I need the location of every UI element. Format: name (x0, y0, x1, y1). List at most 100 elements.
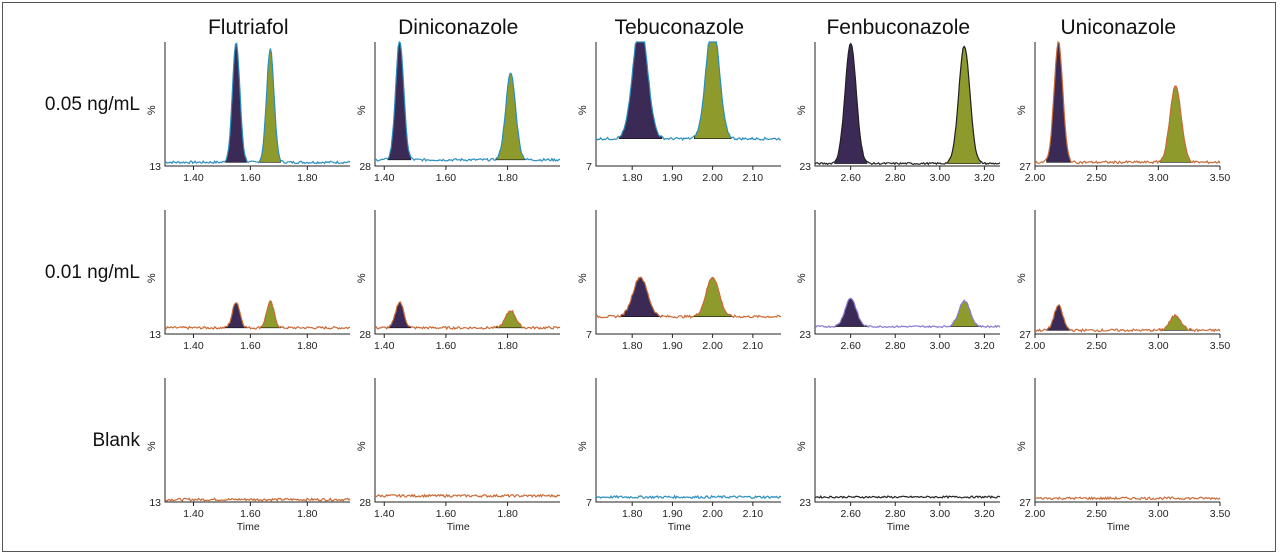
x-axis-label: Time (237, 521, 260, 533)
panel-2-1: % 7 1.80 1.90 2.00 2.10 (577, 210, 782, 352)
panel-0-1: % 13 1.40 1.60 1.80 (146, 210, 351, 352)
y-axis-label: % (1016, 273, 1028, 283)
trace-line (1035, 496, 1221, 501)
x-tick-label: 1.80 (297, 340, 318, 352)
panel-4-2: % 272.00 2.50 3.00 3.50 Time (1016, 378, 1230, 533)
x-tick-label: 2.60 (840, 508, 861, 520)
axis-lines (814, 378, 1000, 503)
x-tick-label: 1.40 (183, 508, 204, 520)
axis-lines (1034, 378, 1220, 503)
x-tick-label: 1.60 (240, 340, 261, 352)
trace-line (814, 42, 1001, 166)
x-tick-label: 1.80 (622, 172, 643, 184)
x-tick-label: 1.40 (183, 340, 204, 352)
axis-lines (374, 210, 560, 335)
x-axis-label: Time (1107, 521, 1130, 533)
y-min-label: 28 (359, 329, 371, 341)
column-title-0: Flutriafol (208, 16, 289, 39)
y-axis-label: % (356, 105, 368, 115)
axis-lines (595, 210, 781, 335)
y-min-label: 7 (586, 161, 592, 173)
x-axis-label: Time (668, 521, 691, 533)
trace-line (595, 41, 781, 142)
x-tick-label: 2.00 (702, 340, 723, 352)
x-tick-label: 1.60 (436, 172, 457, 184)
x-tick-label: 1.60 (436, 340, 457, 352)
x-tick-label: 2.00 (702, 172, 723, 184)
trace-line (164, 497, 351, 502)
trace-line (814, 494, 1001, 499)
x-tick-label: 1.90 (662, 340, 683, 352)
x-tick-label: 1.40 (183, 172, 204, 184)
x-tick-label: 1.80 (497, 508, 518, 520)
column-title-2: Tebuconazole (614, 16, 744, 39)
trace-line (1034, 40, 1221, 165)
column-title-4: Uniconazole (1060, 16, 1176, 39)
trace-line (374, 40, 561, 162)
y-min-label: 13 (149, 161, 161, 173)
x-tick-label: 2.00 (1025, 172, 1046, 184)
x-tick-label: 3.00 (930, 508, 951, 520)
y-axis-label: % (796, 441, 808, 451)
y-axis-label: % (356, 441, 368, 451)
panel-4-0: % 272.00 2.50 3.00 3.50 (1016, 40, 1230, 184)
axis-lines (164, 378, 350, 503)
x-tick-label: 3.00 (1148, 340, 1169, 352)
x-tick-label: 2.60 (840, 172, 861, 184)
axis-lines (164, 210, 350, 335)
y-min-label: 28 (359, 161, 371, 173)
panel-3-1: % 23 2.60 2.80 3.00 3.20 (796, 210, 1001, 352)
trace-line (375, 493, 561, 499)
trace-line (164, 42, 351, 165)
y-axis-label: % (577, 441, 589, 451)
panel-0-2: % 13 1.40 1.60 1.80 Time (146, 378, 351, 533)
y-axis-label: % (577, 105, 589, 115)
x-tick-label: 2.00 (702, 508, 723, 520)
y-axis-label: % (146, 273, 158, 283)
y-axis-label: % (1016, 105, 1028, 115)
y-min-label: 27 (1019, 497, 1031, 509)
y-axis-label: % (577, 273, 589, 283)
x-tick-label: 3.20 (974, 508, 995, 520)
y-axis-label: % (796, 105, 808, 115)
axis-lines (814, 210, 1000, 335)
y-axis-label: % (796, 273, 808, 283)
x-tick-label: 3.50 (1210, 508, 1231, 520)
x-tick-label: 2.80 (885, 340, 906, 352)
panel-1-1: % 281.40 1.60 1.80 (356, 210, 561, 352)
panel-1-2: % 281.40 1.60 1.80 Time (356, 378, 561, 533)
x-tick-label: 2.10 (743, 508, 764, 520)
x-tick-label: 2.80 (885, 508, 906, 520)
x-tick-label: 2.50 (1086, 172, 1107, 184)
axis-lines (814, 42, 1000, 167)
axis-lines (595, 378, 781, 503)
trace-line (814, 297, 1001, 329)
x-tick-label: 2.50 (1086, 508, 1107, 520)
y-min-label: 27 (1019, 329, 1031, 341)
y-min-label: 7 (586, 497, 592, 509)
x-tick-label: 1.80 (622, 340, 643, 352)
y-min-label: 23 (799, 161, 811, 173)
trace-line (164, 299, 351, 330)
y-min-label: 13 (149, 497, 161, 509)
panel-0-0: % 13 1.40 1.60 1.80 (146, 42, 351, 184)
x-tick-label: 1.40 (374, 508, 395, 520)
x-tick-label: 1.80 (297, 172, 318, 184)
x-tick-label: 1.90 (662, 508, 683, 520)
y-min-label: 7 (586, 329, 592, 341)
x-tick-label: 3.00 (930, 172, 951, 184)
trace-line (595, 276, 782, 319)
axis-lines (595, 42, 781, 167)
x-tick-label: 1.60 (436, 508, 457, 520)
panel-3-0: % 23 2.60 2.80 3.00 3.20 (796, 42, 1001, 184)
y-min-label: 23 (799, 497, 811, 509)
x-tick-label: 1.40 (374, 172, 395, 184)
x-tick-label: 3.00 (1148, 172, 1169, 184)
y-min-label: 27 (1019, 161, 1031, 173)
x-tick-label: 3.20 (974, 340, 995, 352)
x-tick-label: 1.60 (240, 172, 261, 184)
panel-4-1: % 272.00 2.50 3.00 3.50 (1016, 210, 1230, 352)
panel-2-2: % 7 1.80 1.90 2.00 2.10 Time (577, 378, 782, 533)
x-tick-label: 2.00 (1025, 508, 1046, 520)
x-axis-label: Time (447, 521, 470, 533)
